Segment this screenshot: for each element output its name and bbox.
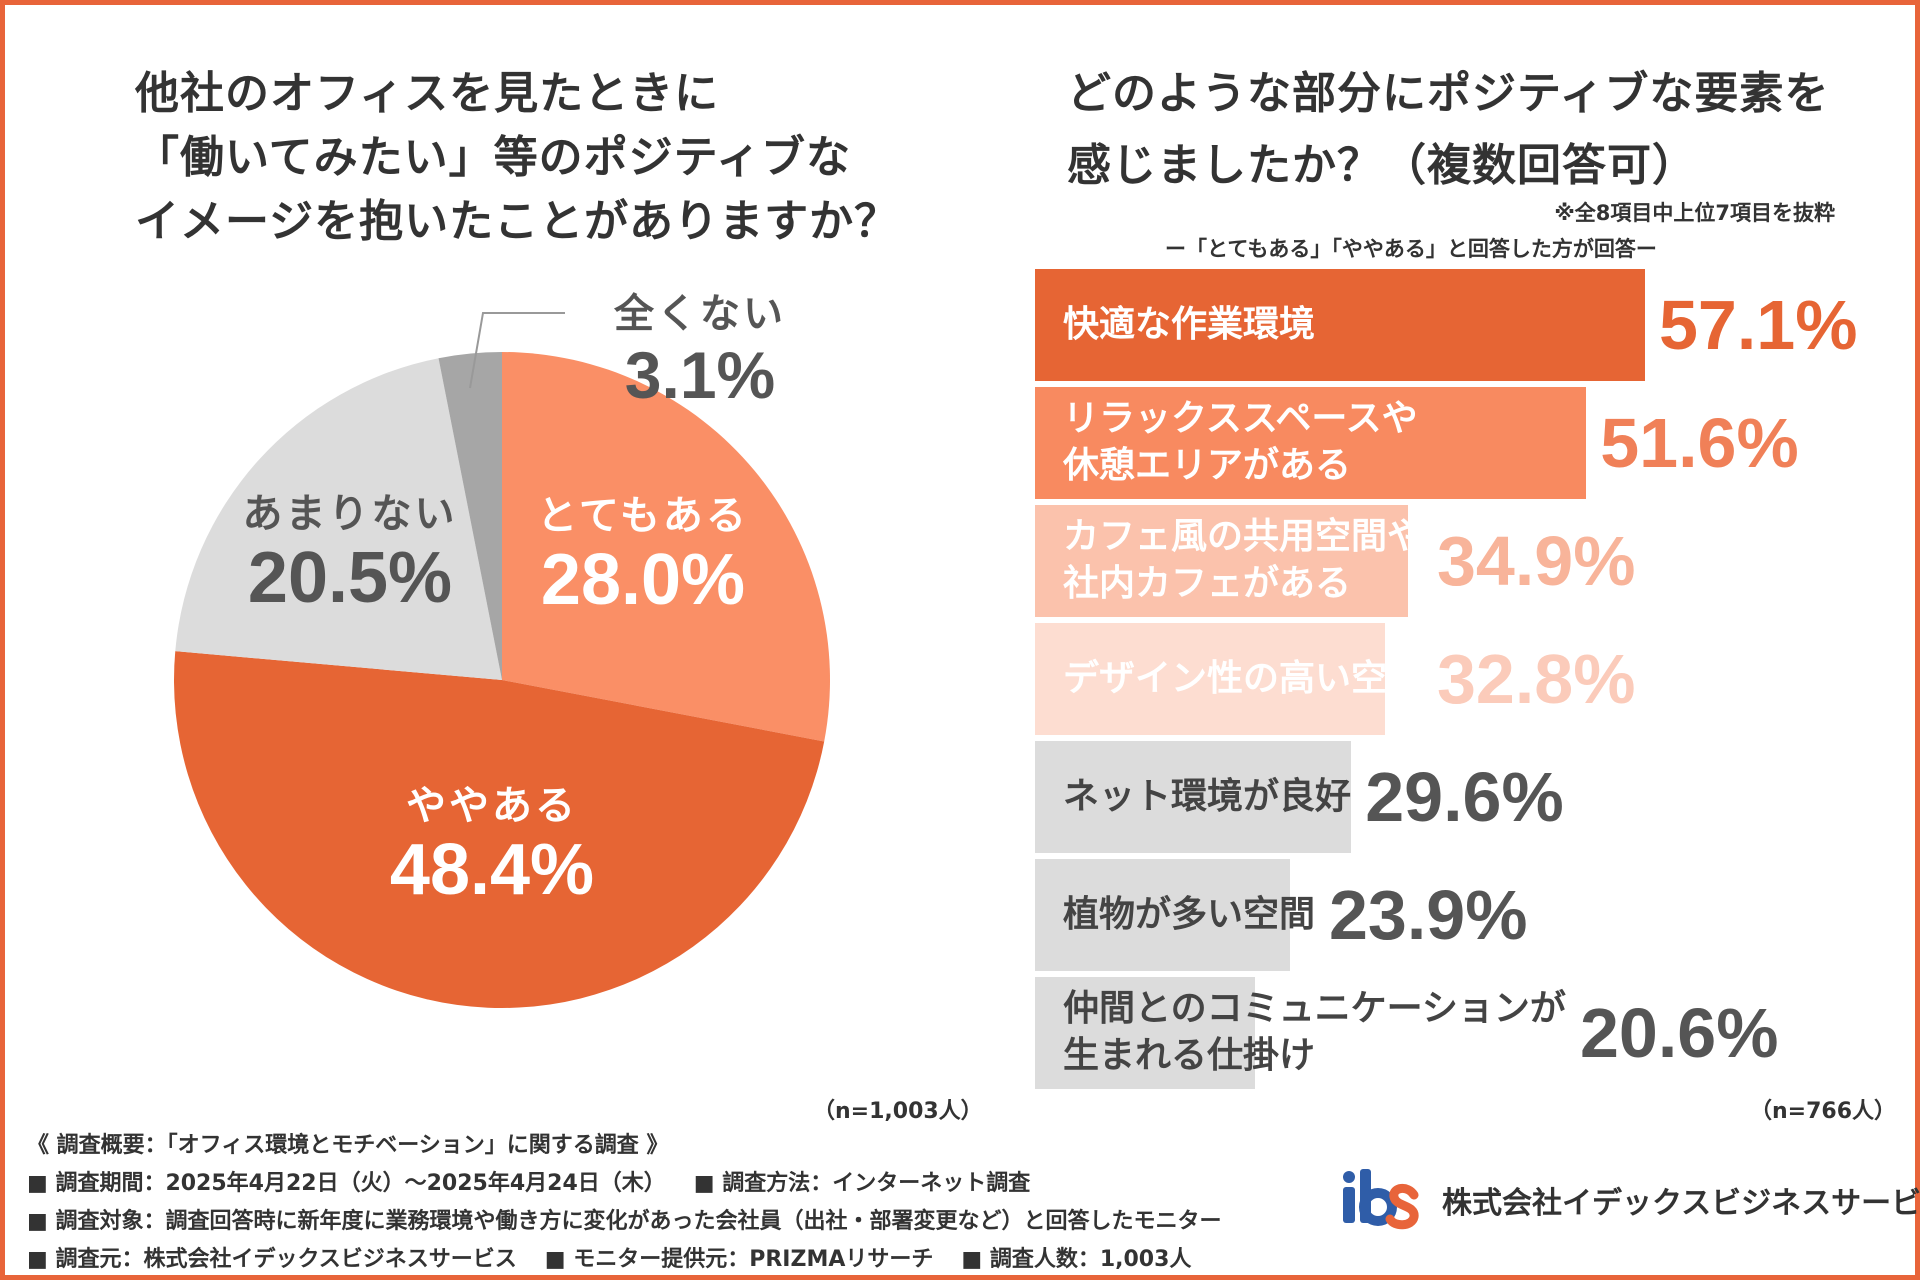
bar-label: 仲間とのコミュニケーションが 生まれる仕掛け	[1063, 977, 1566, 1089]
survey-source-line: ■ 調査元：株式会社イデックスビジネスサービス ■ モニター提供元：PRIZMAリ…	[27, 1241, 1219, 1273]
bar	[1035, 623, 1386, 735]
pie-slice-1	[173, 651, 825, 1009]
bar-label: ネット環境が良好	[1063, 741, 1351, 853]
bar-value-label: 32.8%	[1437, 640, 1636, 718]
survey-count: ■ 調査人数：1,003人	[961, 1247, 1192, 1272]
bar-label-line: 植物が多い空間	[1063, 893, 1316, 935]
bar-value-label: 23.9%	[1329, 876, 1528, 954]
survey-period: ■ 調査期間：2025年4月22日（火）〜2025年4月24日（木）	[27, 1171, 666, 1196]
bar-label-line: デザイン性の高い空間	[1063, 657, 1424, 699]
respondent-note: ー「とてもある」「ややある」と回答した方が回答ー	[1165, 237, 1657, 261]
pie-slice-3	[438, 352, 502, 680]
ibs-logo-mark	[1343, 1169, 1419, 1230]
bar	[1035, 269, 1645, 381]
bar	[1035, 977, 1256, 1089]
monitor-provider: ■ モニター提供元：PRIZMAリサーチ	[544, 1247, 934, 1272]
survey-source: ■ 調査元：株式会社イデックスビジネスサービス	[27, 1247, 517, 1272]
pie-label-amari: あまりない 20.5%	[243, 481, 458, 618]
pie-slice-0	[502, 352, 830, 742]
bar-label: リラックススペースや 休憩エリアがある	[1063, 387, 1418, 499]
bar-label: 植物が多い空間	[1063, 859, 1315, 971]
bar-label: 快適な作業環境	[1063, 269, 1315, 381]
pie-slice-label: 全くない	[614, 291, 786, 337]
bar	[1035, 505, 1408, 617]
bar-value-label: 20.6%	[1580, 994, 1779, 1072]
bar-label-line: 社内カフェがある	[1063, 563, 1352, 604]
bar-label-line: カフェ風の共用空間や	[1063, 516, 1424, 558]
bar-value-label: 29.6%	[1365, 758, 1564, 836]
pie-slice-value: 3.1%	[624, 338, 776, 412]
right-title-line-1: どのような部分にポジティブな要素を	[1067, 68, 1830, 119]
pie-slice-label: とてもある	[537, 493, 749, 539]
pie-slice-value: 28.0%	[540, 540, 746, 620]
left-title-line-1: 他社のオフィスを見たときに	[135, 68, 720, 119]
company-name: 株式会社イデックスビジネスサービス	[1442, 1186, 1920, 1221]
bar-label-line: 仲間とのコミュニケーションが	[1063, 988, 1566, 1030]
bar-value-label: 51.6%	[1600, 404, 1799, 482]
pie-slice-label: ややある	[406, 783, 578, 829]
pie-leader-line	[469, 312, 565, 389]
company-logo: 株式会社イデックスビジネスサービス	[1340, 1165, 1920, 1235]
bar-value-label: 34.9%	[1437, 522, 1636, 600]
pie-label-yaya: ややある 48.4%	[390, 773, 594, 910]
bar-label-line: リラックススペースや	[1063, 398, 1418, 440]
bar-label: カフェ風の共用空間や 社内カフェがある	[1063, 505, 1423, 617]
left-title-line-3: イメージを抱いたことがありますか？	[135, 196, 900, 247]
bar	[1035, 859, 1291, 971]
bar	[1035, 741, 1352, 853]
pie-slice-2	[175, 358, 502, 680]
bar-label-line: 生まれる仕掛け	[1063, 1035, 1316, 1076]
bar-label-line: 快適な作業環境	[1063, 303, 1316, 345]
right-title-line-2: 感じましたか？（複数回答可）	[1067, 140, 1697, 191]
survey-overview-heading: 《 調査概要：「オフィス環境とモチベーション」に関する調査 》	[27, 1133, 669, 1158]
pie-chart	[173, 312, 830, 1009]
left-sample-size: （n=1,003人）	[813, 1099, 983, 1124]
bar-label: デザイン性の高い空間	[1063, 623, 1423, 735]
bar-label-line: 休憩エリアがある	[1063, 445, 1352, 486]
pie-slice-label: あまりない	[242, 491, 458, 537]
right-sample-size: （n=766人）	[1750, 1099, 1897, 1124]
top-items-note: ※全8項目中上位7項目を抜粋	[1554, 201, 1835, 225]
bar	[1035, 387, 1587, 499]
left-title-line-2: 「働いてみたい」等のポジティブな	[135, 132, 852, 183]
pie-slice-value: 48.4%	[389, 830, 595, 910]
survey-method: ■ 調査方法：インターネット調査	[693, 1171, 1031, 1196]
bar-label-line: ネット環境が良好	[1063, 775, 1352, 817]
bar-value-label: 57.1%	[1659, 286, 1858, 364]
pie-label-totemo: とてもある 28.0%	[537, 483, 749, 620]
survey-target: ■ 調査対象：調査回答時に新年度に業務環境や働き方に変化があった会社員（出社・部…	[27, 1209, 1222, 1234]
pie-slice-value: 20.5%	[247, 538, 453, 618]
survey-period-line: ■ 調査期間：2025年4月22日（火）〜2025年4月24日（木） ■ 調査方法…	[27, 1165, 1058, 1197]
pie-label-mattaku: 全くない 3.1%	[614, 281, 786, 412]
